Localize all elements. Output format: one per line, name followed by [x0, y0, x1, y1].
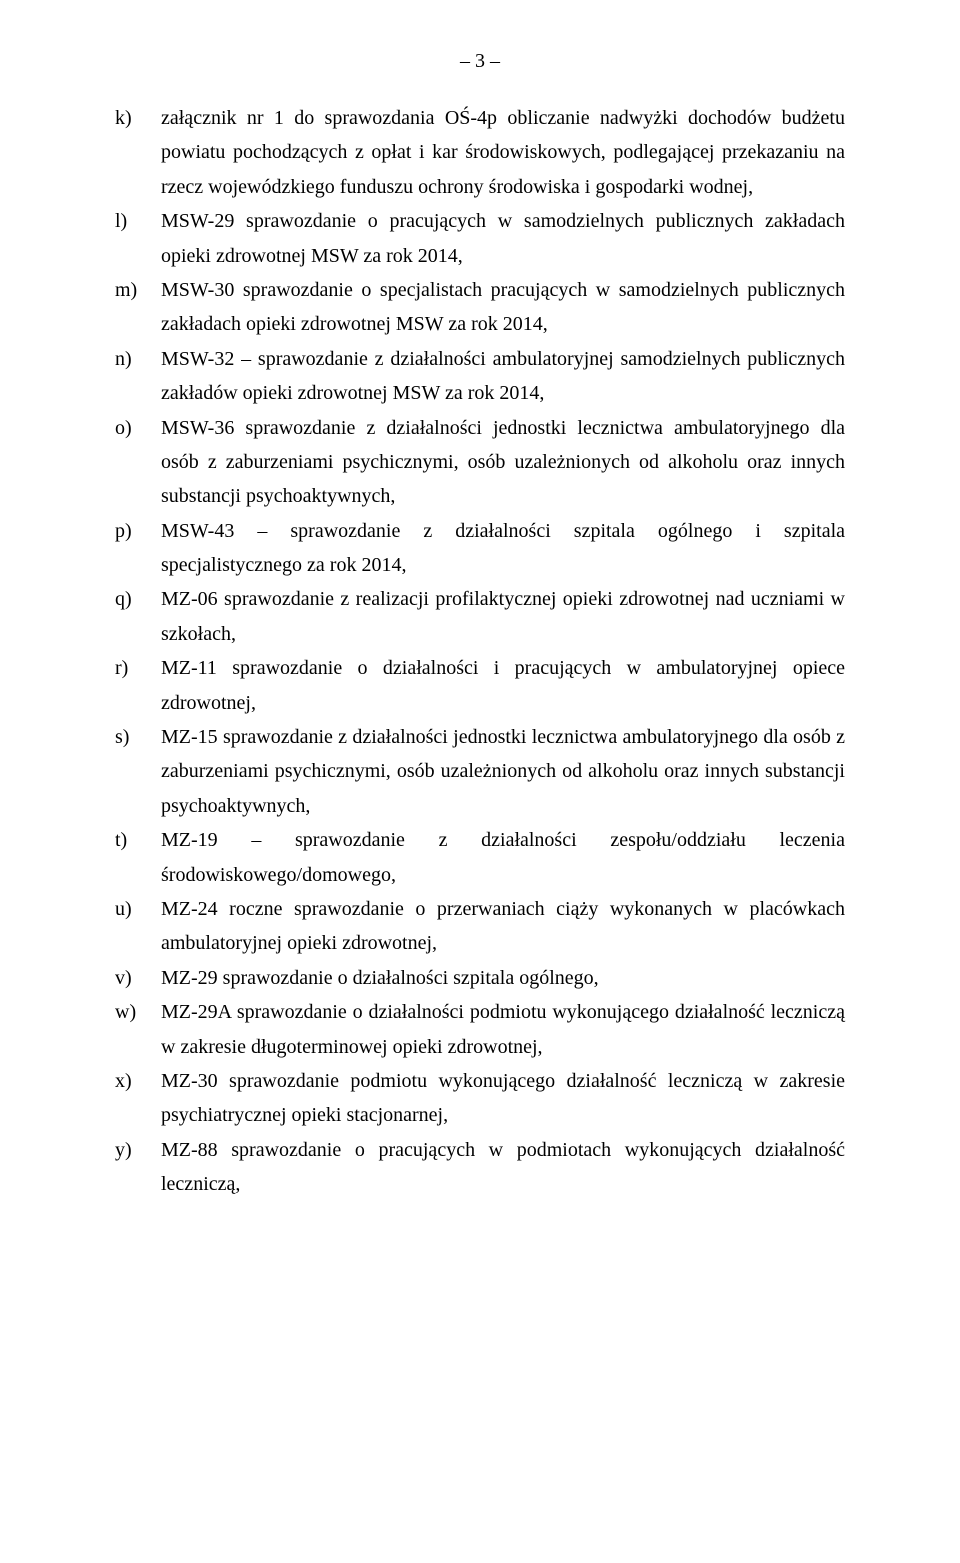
list-item-marker: q) — [115, 582, 161, 616]
list-item: o)MSW-36 sprawozdanie z działalności jed… — [115, 411, 845, 514]
document-page: – 3 – k)załącznik nr 1 do sprawozdania O… — [0, 0, 960, 1563]
list-item-marker: o) — [115, 411, 161, 445]
list-item-marker: t) — [115, 823, 161, 857]
list-item-marker: l) — [115, 204, 161, 238]
list-item-marker: p) — [115, 514, 161, 548]
list-item: p)MSW-43 – sprawozdanie z działalności s… — [115, 514, 845, 583]
list-item-text: załącznik nr 1 do sprawozdania OŚ-4p obl… — [161, 101, 845, 204]
list-item: x)MZ-30 sprawozdanie podmiotu wykonujące… — [115, 1064, 845, 1133]
list-item-marker: v) — [115, 961, 161, 995]
list-item: r)MZ-11 sprawozdanie o działalności i pr… — [115, 651, 845, 720]
list-item: k)załącznik nr 1 do sprawozdania OŚ-4p o… — [115, 101, 845, 204]
list-item: s)MZ-15 sprawozdanie z działalności jedn… — [115, 720, 845, 823]
list-item-text: MSW-43 – sprawozdanie z działalności szp… — [161, 514, 845, 583]
list-item: v)MZ-29 sprawozdanie o działalności szpi… — [115, 961, 845, 995]
list-item-text: MZ-06 sprawozdanie z realizacji profilak… — [161, 582, 845, 651]
list-item-marker: u) — [115, 892, 161, 926]
list-item-marker: s) — [115, 720, 161, 754]
list-item-text: MZ-15 sprawozdanie z działalności jednos… — [161, 720, 845, 823]
list-item: l)MSW-29 sprawozdanie o pracujących w sa… — [115, 204, 845, 273]
list-item-text: MZ-19 – sprawozdanie z działalności zesp… — [161, 823, 845, 892]
list-item-marker: r) — [115, 651, 161, 685]
list-item-text: MSW-29 sprawozdanie o pracujących w samo… — [161, 204, 845, 273]
list-item-text: MSW-32 – sprawozdanie z działalności amb… — [161, 342, 845, 411]
ordered-list: k)załącznik nr 1 do sprawozdania OŚ-4p o… — [115, 101, 845, 1202]
list-item-marker: n) — [115, 342, 161, 376]
list-item-text: MZ-29 sprawozdanie o działalności szpita… — [161, 961, 845, 995]
list-item-marker: k) — [115, 101, 161, 135]
list-item-marker: w) — [115, 995, 161, 1029]
list-item: t)MZ-19 – sprawozdanie z działalności ze… — [115, 823, 845, 892]
list-item-text: MZ-29A sprawozdanie o działalności podmi… — [161, 995, 845, 1064]
list-item-text: MZ-11 sprawozdanie o działalności i prac… — [161, 651, 845, 720]
list-item-marker: y) — [115, 1133, 161, 1167]
page-number: – 3 – — [115, 50, 845, 73]
list-item-text: MZ-30 sprawozdanie podmiotu wykonującego… — [161, 1064, 845, 1133]
list-item: y)MZ-88 sprawozdanie o pracujących w pod… — [115, 1133, 845, 1202]
list-item: w)MZ-29A sprawozdanie o działalności pod… — [115, 995, 845, 1064]
list-item-text: MSW-36 sprawozdanie z działalności jedno… — [161, 411, 845, 514]
list-item: m)MSW-30 sprawozdanie o specjalistach pr… — [115, 273, 845, 342]
list-item-marker: x) — [115, 1064, 161, 1098]
list-item-text: MZ-24 roczne sprawozdanie o przerwaniach… — [161, 892, 845, 961]
list-item: q)MZ-06 sprawozdanie z realizacji profil… — [115, 582, 845, 651]
list-item-text: MZ-88 sprawozdanie o pracujących w podmi… — [161, 1133, 845, 1202]
list-item: u)MZ-24 roczne sprawozdanie o przerwania… — [115, 892, 845, 961]
list-item-text: MSW-30 sprawozdanie o specjalistach prac… — [161, 273, 845, 342]
list-item-marker: m) — [115, 273, 161, 307]
list-item: n)MSW-32 – sprawozdanie z działalności a… — [115, 342, 845, 411]
